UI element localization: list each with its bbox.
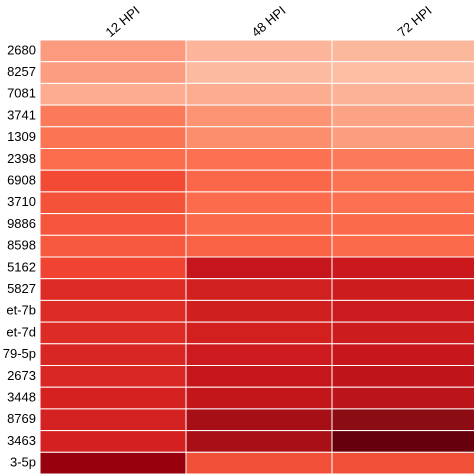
- heatmap-cell: [185, 148, 333, 171]
- row-label: 6908: [7, 172, 36, 187]
- heatmap-cell: [185, 430, 333, 453]
- heatmap-cell: [185, 39, 333, 63]
- row-label: 2673: [7, 368, 36, 383]
- heatmap-cell: [39, 234, 187, 258]
- heatmap-cell: [39, 191, 187, 215]
- row-label: 9886: [7, 216, 36, 231]
- heatmap-cell: [331, 343, 474, 366]
- heatmap-cell: [39, 169, 187, 193]
- heatmap-cell: [185, 321, 333, 345]
- row-label: 5162: [7, 259, 36, 274]
- heatmap-cell: [39, 321, 187, 345]
- heatmap-cell: [39, 386, 187, 410]
- heatmap-cell: [39, 343, 187, 366]
- heatmap-cell: [185, 61, 333, 84]
- row-label: et-7b: [6, 303, 36, 318]
- row-label: 2398: [7, 151, 36, 166]
- heatmap-cell: [331, 451, 474, 474]
- row-label: 3448: [7, 389, 36, 404]
- heatmap-cell: [39, 451, 187, 474]
- heatmap-cell: [185, 213, 333, 236]
- row-label: 8769: [7, 411, 36, 426]
- heatmap-cell: [39, 408, 187, 432]
- heatmap-cell: [331, 365, 474, 388]
- heatmap-cell: [185, 386, 333, 410]
- row-label: 3741: [7, 107, 36, 122]
- heatmap-cell: [331, 321, 474, 345]
- row-label: 3463: [7, 433, 36, 448]
- heatmap-cell: [331, 213, 474, 236]
- heatmap-cell: [39, 365, 187, 388]
- heatmap-cell: [185, 343, 333, 366]
- heatmap-cell: [331, 299, 474, 323]
- heatmap-cell: [185, 278, 333, 301]
- row-label: 2680: [7, 42, 36, 57]
- row-label: 8598: [7, 238, 36, 253]
- heatmap-cell: [39, 104, 187, 128]
- heatmap-cell: [185, 82, 333, 106]
- heatmap-cell: [331, 278, 474, 301]
- heatmap-cell: [185, 234, 333, 258]
- heatmap-cell: [39, 148, 187, 171]
- column-label: 72 HPI: [394, 3, 434, 40]
- heatmap-cell: [331, 191, 474, 215]
- heatmap-cell: [331, 61, 474, 84]
- row-label: 3-5p: [10, 455, 36, 470]
- row-label: 3710: [7, 194, 36, 209]
- heatmap-cell: [185, 408, 333, 432]
- heatmap-cell: [39, 82, 187, 106]
- heatmap-cell: [39, 213, 187, 236]
- column-label: 12 HPI: [102, 3, 142, 40]
- heatmap-cell: [185, 104, 333, 128]
- heatmap-cell: [185, 126, 333, 150]
- heatmap-cell: [39, 430, 187, 453]
- heatmap-cell: [39, 256, 187, 280]
- heatmap-cell: [185, 256, 333, 280]
- heatmap-cell: [331, 39, 474, 63]
- heatmap-cell: [331, 256, 474, 280]
- row-label: 79-5p: [3, 346, 36, 361]
- heatmap-cell: [39, 278, 187, 301]
- row-label: 7081: [7, 86, 36, 101]
- heatmap-cell: [331, 234, 474, 258]
- heatmap-cell: [331, 430, 474, 453]
- heatmap-cell: [185, 299, 333, 323]
- heatmap-cell: [185, 169, 333, 193]
- heatmap-cell: [185, 191, 333, 215]
- heatmap-cell: [331, 386, 474, 410]
- heatmap-cell: [39, 61, 187, 84]
- heatmap-cell: [331, 126, 474, 150]
- heatmap-cell: [331, 169, 474, 193]
- heatmap-cell: [185, 451, 333, 474]
- heatmap-cell: [39, 126, 187, 150]
- heatmap-cell: [39, 299, 187, 323]
- heatmap-cell: [331, 408, 474, 432]
- heatmap-cell: [331, 148, 474, 171]
- row-label: 5827: [7, 281, 36, 296]
- heatmap-cell: [39, 39, 187, 63]
- heatmap-cell: [185, 365, 333, 388]
- row-label: et-7d: [6, 324, 36, 339]
- row-label: 8257: [7, 64, 36, 79]
- column-label: 48 HPI: [248, 3, 288, 40]
- row-label: 1309: [7, 129, 36, 144]
- heatmap-cell: [331, 104, 474, 128]
- heatmap-cell: [331, 82, 474, 106]
